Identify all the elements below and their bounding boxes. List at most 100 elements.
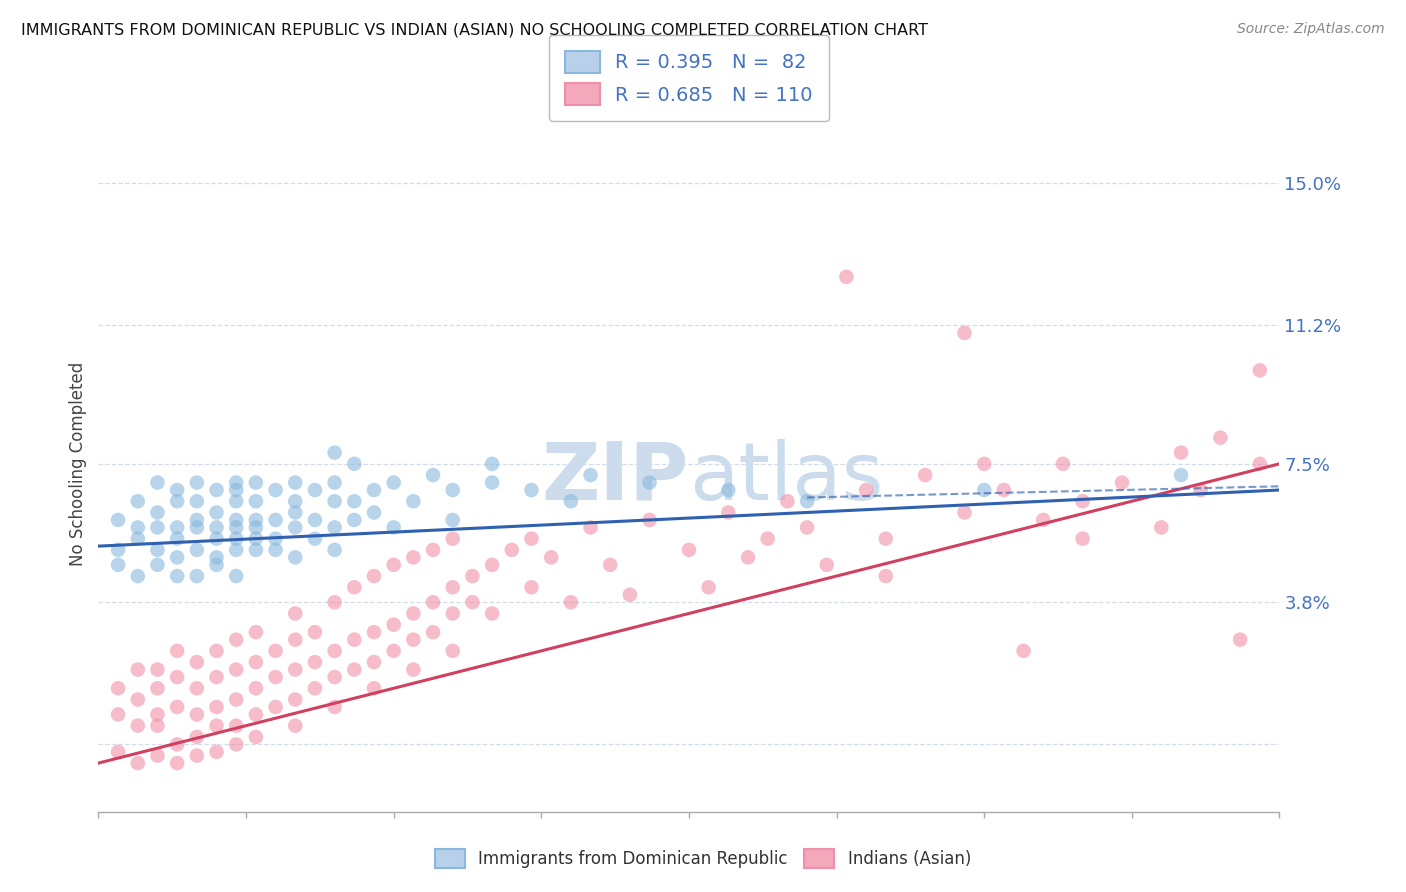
Point	[146, 707, 169, 722]
Point	[186, 748, 208, 763]
Point	[127, 569, 149, 583]
Point	[756, 532, 779, 546]
Point	[107, 542, 129, 557]
Point	[422, 542, 444, 557]
Point	[264, 644, 287, 658]
Point	[382, 558, 405, 572]
Point	[835, 269, 858, 284]
Point	[1071, 494, 1094, 508]
Point	[225, 738, 247, 752]
Point	[166, 644, 188, 658]
Point	[186, 730, 208, 744]
Point	[441, 532, 464, 546]
Point	[441, 607, 464, 621]
Point	[323, 644, 346, 658]
Point	[225, 569, 247, 583]
Point	[501, 542, 523, 557]
Point	[107, 513, 129, 527]
Point	[245, 730, 267, 744]
Point	[264, 542, 287, 557]
Point	[205, 719, 228, 733]
Point	[323, 445, 346, 459]
Point	[875, 569, 897, 583]
Point	[461, 595, 484, 609]
Point	[1150, 520, 1173, 534]
Point	[323, 700, 346, 714]
Point	[186, 681, 208, 696]
Point	[678, 542, 700, 557]
Point	[146, 748, 169, 763]
Point	[166, 520, 188, 534]
Point	[186, 542, 208, 557]
Point	[146, 542, 169, 557]
Text: atlas: atlas	[689, 439, 883, 516]
Point	[166, 483, 188, 497]
Point	[205, 670, 228, 684]
Point	[225, 494, 247, 508]
Point	[1052, 457, 1074, 471]
Point	[205, 532, 228, 546]
Point	[166, 569, 188, 583]
Point	[304, 532, 326, 546]
Y-axis label: No Schooling Completed: No Schooling Completed	[69, 362, 87, 566]
Point	[107, 745, 129, 759]
Point	[127, 494, 149, 508]
Point	[441, 644, 464, 658]
Legend: Immigrants from Dominican Republic, Indians (Asian): Immigrants from Dominican Republic, Indi…	[429, 842, 977, 875]
Point	[245, 542, 267, 557]
Point	[402, 663, 425, 677]
Point	[127, 719, 149, 733]
Point	[245, 681, 267, 696]
Point	[343, 457, 366, 471]
Point	[1209, 431, 1232, 445]
Point	[127, 692, 149, 706]
Point	[304, 625, 326, 640]
Point	[323, 670, 346, 684]
Point	[422, 468, 444, 483]
Point	[284, 506, 307, 520]
Point	[343, 513, 366, 527]
Point	[323, 494, 346, 508]
Point	[520, 483, 543, 497]
Point	[402, 494, 425, 508]
Point	[304, 655, 326, 669]
Point	[953, 326, 976, 340]
Text: IMMIGRANTS FROM DOMINICAN REPUBLIC VS INDIAN (ASIAN) NO SCHOOLING COMPLETED CORR: IMMIGRANTS FROM DOMINICAN REPUBLIC VS IN…	[21, 22, 928, 37]
Point	[284, 719, 307, 733]
Point	[638, 513, 661, 527]
Point	[1249, 363, 1271, 377]
Point	[796, 520, 818, 534]
Point	[245, 707, 267, 722]
Point	[402, 632, 425, 647]
Point	[697, 580, 720, 594]
Point	[186, 475, 208, 490]
Point	[245, 532, 267, 546]
Point	[461, 569, 484, 583]
Point	[520, 532, 543, 546]
Point	[363, 681, 385, 696]
Point	[284, 663, 307, 677]
Text: ZIP: ZIP	[541, 439, 689, 516]
Point	[245, 475, 267, 490]
Point	[284, 494, 307, 508]
Point	[422, 625, 444, 640]
Point	[205, 506, 228, 520]
Point	[323, 475, 346, 490]
Point	[481, 457, 503, 471]
Point	[402, 607, 425, 621]
Point	[973, 457, 995, 471]
Point	[146, 719, 169, 733]
Point	[382, 475, 405, 490]
Point	[205, 745, 228, 759]
Point	[127, 663, 149, 677]
Point	[520, 580, 543, 594]
Point	[186, 707, 208, 722]
Point	[146, 475, 169, 490]
Point	[363, 655, 385, 669]
Point	[973, 483, 995, 497]
Point	[481, 475, 503, 490]
Point	[245, 520, 267, 534]
Point	[225, 719, 247, 733]
Point	[186, 520, 208, 534]
Point	[107, 707, 129, 722]
